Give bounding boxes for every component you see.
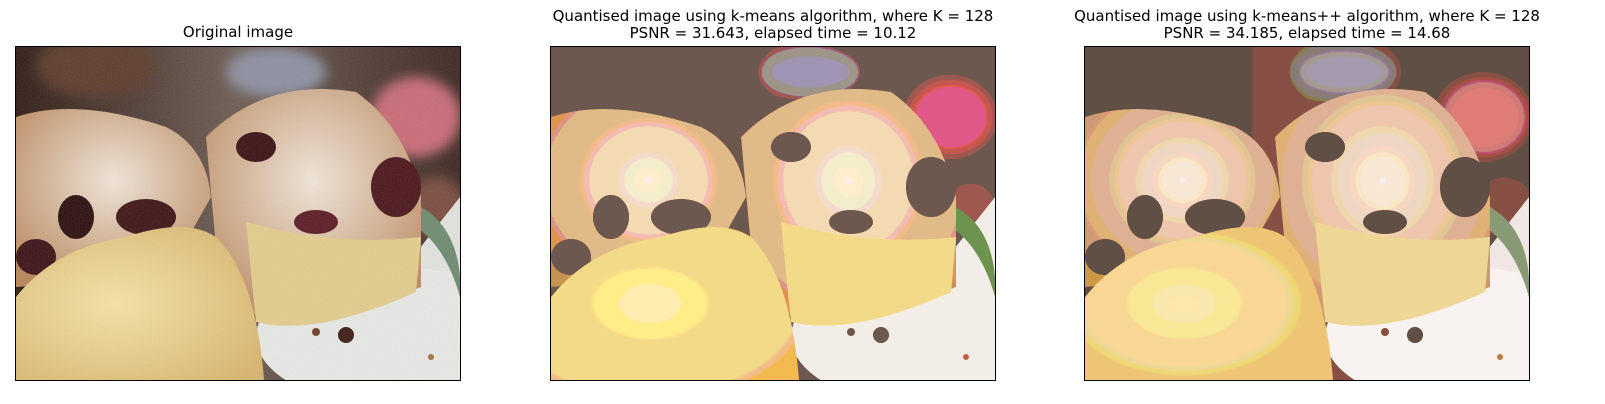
- cake-photo-original: [16, 47, 460, 380]
- original-image: [15, 46, 461, 381]
- panel-original: Original image: [15, 0, 461, 404]
- cake-photo-kmeans: [551, 47, 995, 380]
- panel-kmeans: Quantised image using k-means algorithm,…: [550, 0, 996, 404]
- panel-title-kmeanspp: Quantised image using k-means++ algorith…: [1074, 7, 1540, 25]
- panel-subtitle-kmeans: PSNR = 31.643, elapsed time = 10.12: [629, 24, 917, 42]
- panel-title-original: Original image: [182, 23, 294, 41]
- panel-title-kmeans: Quantised image using k-means algorithm,…: [552, 7, 994, 25]
- cake-photo-kmeanspp: [1085, 47, 1529, 380]
- panel-kmeanspp: Quantised image using k-means++ algorith…: [1074, 0, 1540, 404]
- kmeanspp-quantised-image: [1084, 46, 1530, 381]
- kmeans-quantised-image: [550, 46, 996, 381]
- panel-subtitle-kmeanspp: PSNR = 34.185, elapsed time = 14.68: [1163, 24, 1451, 42]
